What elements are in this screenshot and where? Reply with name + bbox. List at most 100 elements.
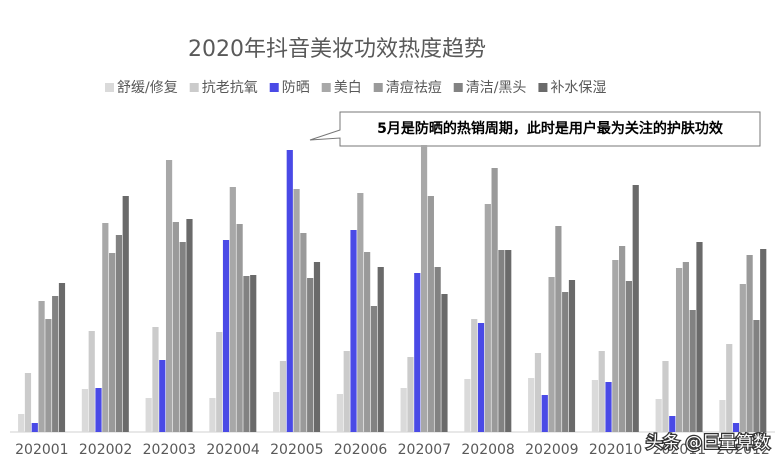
bar <box>555 226 562 432</box>
bar <box>343 351 350 432</box>
bar <box>726 344 733 432</box>
bar <box>52 296 59 432</box>
bar <box>209 398 216 432</box>
x-tick-label: 202003 <box>143 442 196 458</box>
bar <box>619 246 626 432</box>
bar <box>370 306 378 432</box>
bar <box>102 223 109 432</box>
bar <box>655 399 662 432</box>
legend-label: 清洁/黑头 <box>466 80 527 96</box>
legend-swatch <box>453 83 463 92</box>
bar <box>407 357 414 432</box>
bar <box>528 378 535 432</box>
bar <box>625 281 633 432</box>
legend-label: 美白 <box>334 80 362 96</box>
bar <box>484 204 491 432</box>
x-tick-label: 202002 <box>79 442 132 458</box>
bar <box>605 382 612 432</box>
callout-box <box>309 111 761 147</box>
bar <box>236 224 243 432</box>
bar <box>696 242 703 432</box>
x-tick-label: 202009 <box>525 442 578 458</box>
bar <box>364 252 371 432</box>
bar <box>357 193 364 432</box>
bar <box>420 145 428 432</box>
legend: 舒缓/修复 抗老抗氧 防晒 美白 清痘祛痘 清洁/黑头 补水保湿 <box>105 79 606 96</box>
bar <box>145 398 152 432</box>
bar <box>172 222 179 432</box>
legend-swatch <box>373 83 383 92</box>
bar <box>377 267 384 432</box>
bar <box>58 283 66 432</box>
bar <box>477 323 485 432</box>
bar <box>24 373 32 432</box>
bar <box>273 392 280 432</box>
bar <box>441 294 448 432</box>
legend-swatch <box>269 83 279 92</box>
x-tick-label: 202010 <box>589 442 642 458</box>
bar <box>682 262 689 432</box>
bar <box>760 249 767 432</box>
legend-swatch <box>189 83 199 92</box>
bar <box>109 253 116 432</box>
bar <box>669 416 676 432</box>
bar <box>753 320 760 432</box>
bar <box>81 389 89 432</box>
annotation: 5月是防晒的热销周期，此时是用户最为关注的护肤功效 <box>377 120 724 137</box>
legend-swatch <box>105 83 114 92</box>
bar <box>165 160 173 432</box>
bar <box>31 423 38 432</box>
bar <box>222 240 230 432</box>
bar <box>471 319 478 432</box>
bar <box>598 351 605 432</box>
bar <box>95 388 102 432</box>
bar <box>250 275 257 432</box>
x-tick-label: 202012 <box>716 442 769 458</box>
bar <box>505 250 512 432</box>
bar <box>307 278 314 432</box>
legend-swatch <box>321 83 331 92</box>
bar <box>548 277 555 432</box>
legend-label: 抗老抗氧 <box>202 80 258 96</box>
bar <box>414 273 421 432</box>
plot-area: 202001 202002 202003 202004 202005 202006 2020… <box>15 145 770 458</box>
bar <box>279 361 287 432</box>
bar <box>313 262 321 432</box>
bar <box>591 380 599 432</box>
legend-label: 补水保湿 <box>550 80 606 96</box>
x-tick-label: 202001 <box>15 442 68 458</box>
bar <box>491 168 498 432</box>
bar <box>662 361 669 432</box>
x-tick-label: 202004 <box>206 442 260 458</box>
bar <box>400 388 407 432</box>
legend-label: 清痘祛痘 <box>386 80 442 96</box>
bar <box>286 150 293 432</box>
x-tick-label: 202007 <box>398 442 451 458</box>
bar <box>45 319 52 432</box>
bar <box>739 284 746 432</box>
bar <box>464 379 471 432</box>
bar <box>427 196 434 432</box>
bar <box>534 353 542 432</box>
bar <box>122 196 129 432</box>
bar <box>689 310 696 432</box>
bar <box>293 189 300 432</box>
x-tick-label: 202005 <box>270 442 323 458</box>
bar <box>115 235 123 432</box>
legend-label: 舒缓/修复 <box>117 79 178 96</box>
bar <box>38 301 45 432</box>
bar <box>568 280 576 432</box>
bar <box>562 292 569 432</box>
bar <box>675 268 683 432</box>
bar <box>732 423 740 432</box>
bar <box>300 233 307 432</box>
bar <box>243 276 250 432</box>
bar <box>612 260 619 432</box>
bar <box>746 255 753 432</box>
bar <box>719 400 726 432</box>
watermark: 头条 @巨量算数 <box>646 433 770 453</box>
bar <box>229 187 236 432</box>
bar <box>541 395 548 432</box>
bar <box>632 185 639 432</box>
